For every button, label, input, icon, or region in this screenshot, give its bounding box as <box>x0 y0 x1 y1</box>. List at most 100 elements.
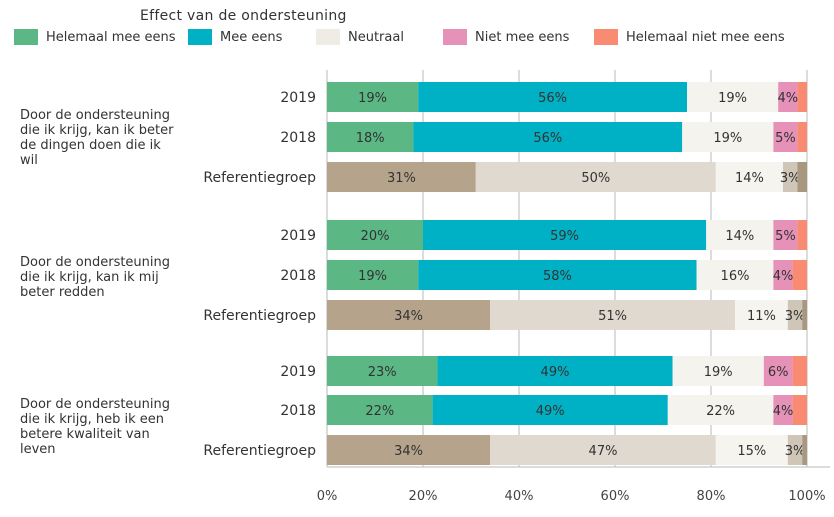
bar-segment <box>792 260 807 290</box>
legend-item: Helemaal mee eens <box>14 28 176 46</box>
bar-segment <box>792 395 807 425</box>
bar-segment <box>327 395 433 425</box>
bar-segment <box>413 122 683 152</box>
bar-segment <box>773 220 798 250</box>
bar-segment <box>797 162 807 192</box>
legend-item: Niet mee eens <box>443 28 569 46</box>
data-label: 56% <box>533 131 562 146</box>
data-label: 4% <box>773 269 794 284</box>
data-label: 3% <box>780 171 801 186</box>
question-label: Door de ondersteuning die ik krijg, kan … <box>20 108 174 168</box>
legend-label: Helemaal niet mee eens <box>626 29 785 45</box>
legend-label: Mee eens <box>220 29 283 45</box>
data-label: 23% <box>368 365 397 380</box>
legend-title: Effect van de ondersteuning <box>140 8 347 24</box>
data-label: 34% <box>394 309 423 324</box>
legend-item: Neutraal <box>316 28 404 46</box>
bar-segment <box>423 220 707 250</box>
bar-segment <box>787 435 803 465</box>
legend-label: Neutraal <box>348 29 404 45</box>
bar-segment <box>773 122 798 152</box>
data-label: 6% <box>768 365 789 380</box>
bar-segment <box>763 356 793 386</box>
row-label: 2019 <box>280 228 316 244</box>
row-label: 2018 <box>280 130 316 146</box>
data-label: 5% <box>775 229 796 244</box>
bar-segment <box>672 356 764 386</box>
bar-segment <box>418 82 687 112</box>
bar-segment <box>706 220 774 250</box>
data-label: 4% <box>777 91 798 106</box>
row-label: 2018 <box>280 403 316 419</box>
data-label: 18% <box>356 131 385 146</box>
bar-segment <box>802 435 807 465</box>
bar-segment <box>715 435 788 465</box>
data-label: 3% <box>785 444 806 459</box>
row-label: 2019 <box>280 364 316 380</box>
bar-segment <box>687 82 779 112</box>
bar-segment <box>802 300 807 330</box>
x-tick-label: 100% <box>788 489 825 504</box>
bar-segment <box>327 220 423 250</box>
bar-segment <box>475 162 716 192</box>
row-label: Referentiegroep <box>203 170 316 186</box>
data-label: 19% <box>704 365 733 380</box>
bar-segment <box>327 435 491 465</box>
bar-segment <box>797 122 807 152</box>
data-label: 19% <box>713 131 742 146</box>
row-label: Referentiegroep <box>203 308 316 324</box>
bar-segment <box>715 162 783 192</box>
data-label: 50% <box>581 171 610 186</box>
bar-segment <box>327 82 419 112</box>
bar-segment <box>327 122 414 152</box>
bar-segment <box>773 260 793 290</box>
data-label: 16% <box>721 269 750 284</box>
legend-swatch <box>594 29 618 45</box>
bar-segment <box>783 162 798 192</box>
bar-segment <box>490 300 735 330</box>
legend-swatch <box>14 29 38 45</box>
data-label: 47% <box>589 444 618 459</box>
data-label: 31% <box>387 171 416 186</box>
legend-label: Helemaal mee eens <box>46 29 176 45</box>
legend-swatch <box>188 29 212 45</box>
bar-segment <box>787 300 803 330</box>
bar-segment <box>792 356 807 386</box>
data-label: 22% <box>365 404 394 419</box>
question-label: Door de ondersteuning die ik krijg, kan … <box>20 255 171 300</box>
row-label: 2018 <box>280 268 316 284</box>
bar-segment <box>735 300 788 330</box>
data-label: 19% <box>718 91 747 106</box>
data-label: 4% <box>773 404 794 419</box>
data-label: 34% <box>394 444 423 459</box>
data-label: 14% <box>735 171 764 186</box>
bar-segment <box>490 435 716 465</box>
x-tick-label: 40% <box>505 489 534 504</box>
bar-segment <box>437 356 673 386</box>
data-label: 20% <box>361 229 390 244</box>
data-label: 58% <box>543 269 572 284</box>
data-label: 49% <box>541 365 570 380</box>
data-label: 19% <box>358 91 387 106</box>
data-label: 49% <box>536 404 565 419</box>
bar-segment <box>327 300 491 330</box>
bar-segment <box>327 260 419 290</box>
data-label: 19% <box>358 269 387 284</box>
legend-item: Mee eens <box>188 28 282 46</box>
bar-segment <box>773 395 793 425</box>
x-tick-label: 60% <box>601 489 630 504</box>
legend-swatch <box>316 29 340 45</box>
bar-segment <box>797 82 807 112</box>
question-label: Door de ondersteuning die ik krijg, heb … <box>20 397 171 457</box>
bar-segment <box>778 82 798 112</box>
bar-segment <box>696 260 774 290</box>
bar-segment <box>327 356 438 386</box>
data-label: 5% <box>775 131 796 146</box>
bar-segment <box>682 122 774 152</box>
legend-swatch <box>443 29 467 45</box>
legend-item: Helemaal niet mee eens <box>594 28 785 46</box>
x-tick-label: 0% <box>317 489 338 504</box>
row-label: 2019 <box>280 90 316 106</box>
bar-segment <box>667 395 774 425</box>
